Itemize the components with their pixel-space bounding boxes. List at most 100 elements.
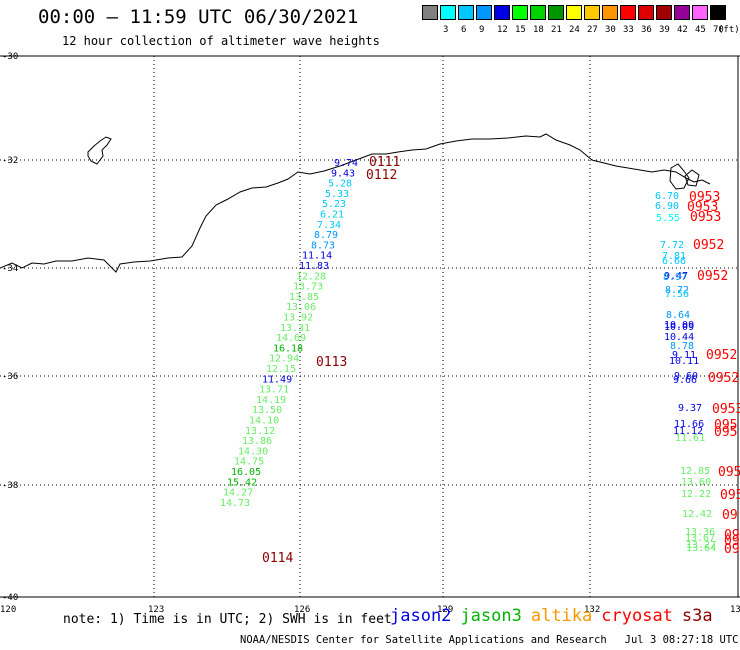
lon-tick-label: 129 bbox=[437, 605, 453, 615]
track-swh-value: 14.19 bbox=[256, 395, 286, 406]
scale-label: 70 bbox=[713, 25, 724, 35]
lon-tick-label: 123 bbox=[148, 605, 164, 615]
track-swh-value: 5.33 bbox=[325, 189, 349, 200]
east-swh-value: 12.22 bbox=[681, 489, 711, 500]
track-swh-value: 14.10 bbox=[249, 416, 279, 427]
axis-ticks: 120 123 126 129 132 135 -30 -32 -34 -36 -38 -40 bbox=[0, 52, 740, 615]
east-swh-value: 13.60 bbox=[681, 477, 711, 488]
east-swh-value: 9.47 bbox=[664, 271, 688, 282]
track-time-label: 0113 bbox=[316, 355, 347, 370]
scale-swatch bbox=[476, 5, 492, 20]
scale-swatch bbox=[602, 5, 618, 20]
lon-tick-label: 132 bbox=[584, 605, 600, 615]
east-swh-value: 6.66 bbox=[662, 256, 686, 267]
east-swh-value: 10.44 bbox=[664, 332, 694, 343]
track-swh-value: 8.73 bbox=[311, 240, 335, 251]
east-swh-value: 9.37 bbox=[678, 403, 702, 414]
east-swh-value: 13.36 bbox=[685, 527, 715, 538]
track-swh-value: 5.28 bbox=[328, 179, 352, 190]
east-swh-value: 8.64 bbox=[666, 310, 690, 321]
track-swh-value: 14.27 bbox=[223, 488, 253, 499]
scale-label: 12 bbox=[497, 25, 508, 35]
east-swh-value: 13.64 bbox=[686, 543, 716, 554]
east-swh-value: 7.56 bbox=[665, 289, 689, 300]
lat-tick-label: -30 bbox=[2, 52, 18, 62]
track-swh-value: 13.86 bbox=[242, 436, 272, 447]
east-swh-value: 9.66 bbox=[673, 375, 697, 386]
track-swh-value: 11.49 bbox=[262, 374, 292, 385]
east-time-label: 09 bbox=[722, 508, 738, 523]
island-outline bbox=[87, 136, 112, 165]
coastline bbox=[0, 133, 711, 273]
scale-label: 30 bbox=[605, 25, 616, 35]
east-swh-value: 11.12 bbox=[673, 426, 703, 437]
track-swh-value: 13.85 bbox=[289, 292, 319, 303]
track-swh-value: 13.50 bbox=[252, 405, 282, 416]
track-swh-value: 12.94 bbox=[269, 354, 299, 365]
east-time-label: 095 bbox=[714, 418, 737, 433]
lon-tick-label: 135 bbox=[730, 605, 740, 615]
east-time-label: 0952 bbox=[697, 269, 728, 284]
credit-line: NOAA/NESDIS Center for Satellite Applica… bbox=[240, 634, 740, 646]
east-time-label: 095 bbox=[714, 425, 737, 440]
east-swh-value: 9.11 bbox=[672, 350, 696, 361]
scale-label: 42 bbox=[677, 25, 688, 35]
legend-cryosat: cryosat bbox=[601, 606, 673, 626]
scale-label: 15 bbox=[515, 25, 526, 35]
track-swh-value: 9.43 bbox=[331, 168, 355, 179]
map-frame bbox=[0, 55, 740, 598]
east-time-label: 09 bbox=[724, 542, 740, 557]
jason-track: 9.749.435.285.335.236.217.348.798.7311.1… bbox=[220, 155, 400, 566]
track-swh-value: 11.14 bbox=[302, 251, 332, 262]
east-swh-value: 7.72 bbox=[660, 240, 684, 251]
east-swh-value: 13.67 bbox=[685, 533, 715, 544]
scale-swatch bbox=[710, 5, 726, 20]
east-time-label: 09 bbox=[724, 534, 740, 549]
scale-unit: (ft) bbox=[718, 25, 740, 35]
credit-time: Jul 3 08:27:18 UTC 2021 bbox=[624, 634, 740, 646]
scale-label: 24 bbox=[569, 25, 580, 35]
east-swh-value: 11.66 bbox=[674, 419, 704, 430]
east-swh-value: 12.85 bbox=[680, 466, 710, 477]
track-swh-value: 13.92 bbox=[283, 313, 313, 324]
east-time-label: 0953 bbox=[690, 210, 721, 225]
legend-s3a: s3a bbox=[681, 606, 713, 626]
scale-label: 9 bbox=[479, 25, 485, 35]
scale-swatch bbox=[674, 5, 690, 20]
east-tracks: 6.706.905.55 7.727.816.66 9.478.97 8.727.56… bbox=[655, 190, 740, 557]
track-swh-value: 16.05 bbox=[231, 467, 261, 478]
track-swh-value: 13.12 bbox=[245, 426, 275, 437]
track-swh-value: 13.06 bbox=[286, 302, 316, 313]
lat-tick-label: -40 bbox=[2, 593, 18, 603]
scale-swatch bbox=[530, 5, 546, 20]
track-swh-value: 13.31 bbox=[280, 323, 310, 334]
track-swh-value: 14.73 bbox=[220, 498, 250, 509]
lat-tick-label: -34 bbox=[2, 264, 18, 274]
track-swh-value: 5.23 bbox=[322, 199, 346, 210]
satellite-legend: jason2 jason3 altika cryosat s3a bbox=[390, 606, 722, 626]
scale-label: 27 bbox=[587, 25, 598, 35]
scale-label: 18 bbox=[533, 25, 544, 35]
legend-altika: altika bbox=[530, 606, 593, 626]
east-swh-value: 10.11 bbox=[669, 356, 699, 367]
scale-swatch bbox=[440, 5, 456, 20]
east-time-label: 0952 bbox=[693, 238, 724, 253]
track-swh-value: 7.34 bbox=[317, 220, 341, 231]
east-swh-value: 9.60 bbox=[674, 371, 698, 382]
scale-label: 36 bbox=[641, 25, 652, 35]
east-time-label: 095 bbox=[720, 488, 740, 503]
island-outline-small bbox=[669, 163, 690, 190]
east-swh-value: 5.55 bbox=[656, 213, 680, 224]
east-time-label: 0952 bbox=[706, 348, 737, 363]
scale-swatch bbox=[458, 5, 474, 20]
scale-label: 39 bbox=[659, 25, 670, 35]
east-time-label: 0952 bbox=[708, 371, 739, 386]
east-time-label: 095 bbox=[718, 465, 740, 480]
scale-swatch bbox=[656, 5, 672, 20]
track-swh-value: 12.28 bbox=[296, 271, 326, 282]
east-time-label: 09 bbox=[724, 528, 740, 543]
scale-swatch bbox=[692, 5, 708, 20]
scale-swatch bbox=[422, 5, 438, 20]
legend-jason3: jason3 bbox=[460, 606, 522, 626]
east-time-label: 0953 bbox=[687, 200, 718, 215]
